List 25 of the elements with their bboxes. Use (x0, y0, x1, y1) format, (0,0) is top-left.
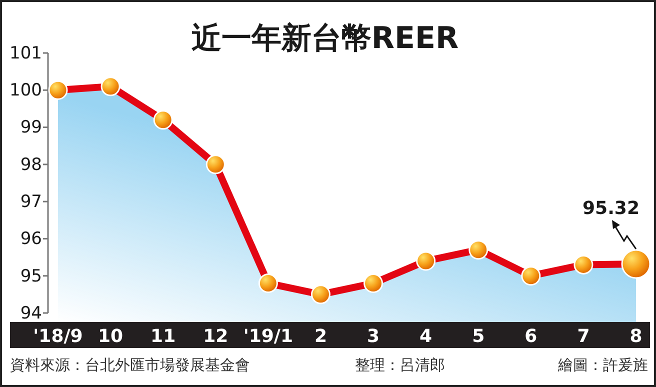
annotation: 95.32 (582, 198, 640, 219)
source-note: 資料來源：台北外匯市場發展基金會 (10, 356, 250, 374)
x-tick-label: 10 (98, 326, 124, 347)
x-tick-label: 3 (367, 326, 380, 347)
x-tick-label: 7 (577, 326, 590, 347)
x-tick-label: 4 (420, 326, 432, 347)
text: 整理：呂清郎 (355, 356, 445, 374)
y-tick-label: 95 (20, 266, 42, 286)
x-tick-label: 8 (630, 326, 642, 347)
chart-title: 近一年新台幣REER (191, 21, 459, 56)
x-tick-label: 12 (203, 326, 228, 347)
x-tick-label: 5 (472, 326, 485, 347)
x-tick-label: '19/1 (243, 326, 294, 347)
x-tick-label: 11 (150, 326, 176, 347)
x-tick-label: 2 (314, 326, 327, 347)
y-tick-label: 98 (20, 154, 42, 175)
x-tick-label: 6 (524, 326, 538, 347)
y-tick-label: 101 (10, 43, 42, 64)
text: 繪圖：許爰旌 (557, 356, 648, 374)
x-tick-label: '18/9 (33, 326, 83, 347)
y-tick-label: 96 (20, 229, 42, 250)
y-tick-label: 99 (20, 118, 42, 138)
y-tick-label: 94 (20, 303, 42, 324)
y-tick-label: 97 (20, 192, 42, 212)
y-tick-label: 100 (10, 80, 42, 101)
